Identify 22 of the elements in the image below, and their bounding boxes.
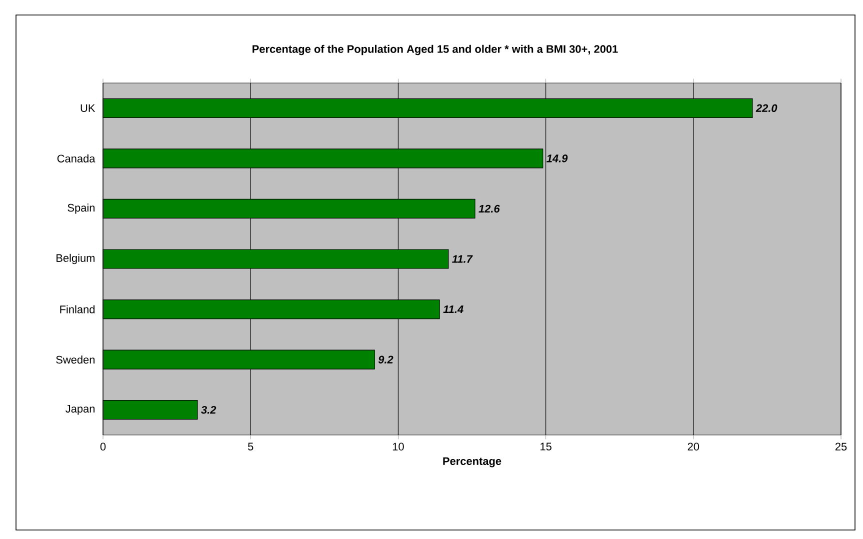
data-label: 12.6 — [478, 204, 500, 213]
x-tick-label: 5 — [248, 442, 254, 450]
data-label: 11.4 — [443, 306, 464, 314]
x-tick-label: 10 — [392, 442, 404, 451]
y-tick-label: Japan — [66, 404, 95, 415]
y-tick-label: Sweden — [56, 356, 95, 364]
y-tick-label: Canada — [57, 154, 96, 162]
data-label: 9.2 — [378, 356, 394, 364]
data-label: 14.9 — [546, 154, 568, 162]
x-tick-label: 0 — [100, 442, 106, 451]
chart-title: Percentage of the Population Aged 15 and older * with a BMI 30+, 2001 — [252, 44, 618, 56]
x-axis-title: Percentage — [443, 457, 502, 468]
y-tick-label: Spain — [68, 204, 95, 214]
x-tick-label: 25 — [835, 442, 847, 451]
data-label: 11.7 — [452, 255, 473, 263]
x-tick-label: 20 — [688, 442, 700, 451]
y-tick-label: Belgium — [56, 254, 95, 264]
y-tick-label: Finland — [60, 305, 95, 314]
data-label: 22.0 — [756, 104, 778, 112]
y-tick-label: UK — [80, 104, 96, 112]
data-label: 3.2 — [201, 406, 216, 414]
x-tick-label: 15 — [540, 442, 552, 450]
